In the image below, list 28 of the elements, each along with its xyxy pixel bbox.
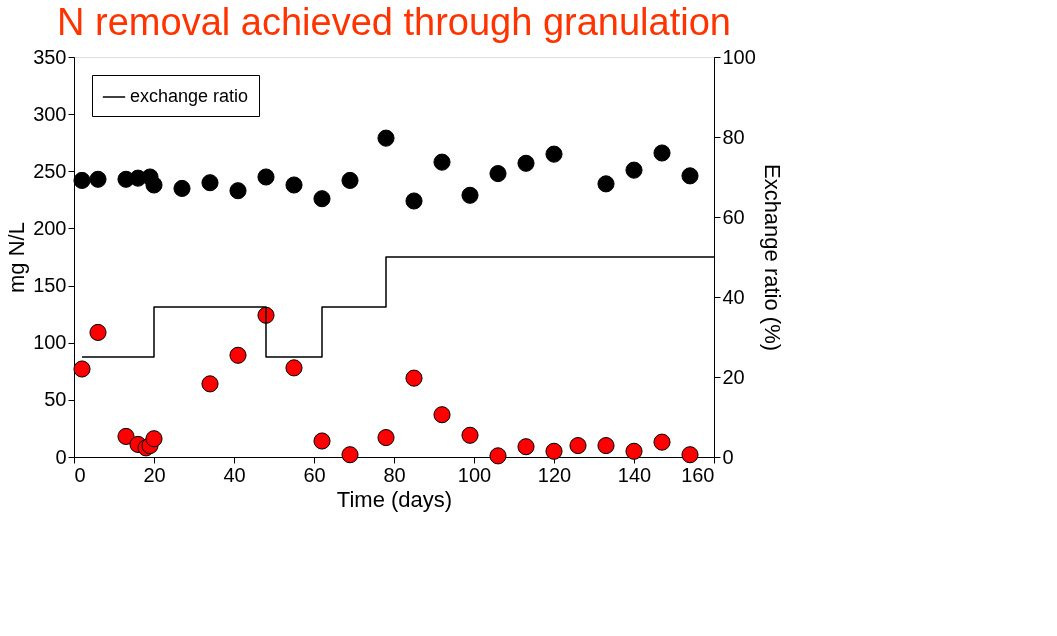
y-tick-label: 50	[44, 388, 67, 411]
x-tick-label: 160	[681, 463, 715, 486]
y2-axis-title: Exchange ratio (%)	[759, 163, 785, 352]
x-tick-label: 0	[74, 463, 86, 486]
y-tick-label: 250	[33, 159, 67, 182]
y2-tick-label: 100	[722, 45, 756, 68]
y-tick-label: 200	[33, 216, 67, 239]
x-tick-label: 40	[223, 463, 246, 486]
y2-tick-label: 60	[722, 205, 745, 228]
chart-title: N removal achieved through granulation	[57, 1, 731, 43]
x-tick-label: 20	[143, 463, 166, 486]
x-tick-label: 140	[617, 463, 652, 486]
y-axis-title: mg N/L	[4, 222, 30, 293]
y-tick-label: 300	[33, 102, 67, 125]
legend-label: exchange ratio	[130, 86, 249, 106]
y2-tick-label: 80	[722, 125, 745, 148]
y2-tick-label: 40	[722, 285, 745, 308]
x-tick-label: 60	[303, 463, 326, 486]
y2-tick-label: 0	[722, 445, 734, 468]
x-axis-title: Time (days)	[336, 486, 453, 512]
x-tick-label: 120	[537, 463, 572, 486]
y2-tick-label: 20	[722, 365, 745, 388]
x-tick-label: 80	[383, 463, 406, 486]
x-tick-label: 100	[457, 463, 492, 486]
y-tick-label: 350	[33, 45, 67, 68]
y-tick-label: 0	[55, 445, 67, 468]
y-tick-label: 150	[33, 274, 67, 297]
y-tick-label: 100	[33, 331, 67, 354]
